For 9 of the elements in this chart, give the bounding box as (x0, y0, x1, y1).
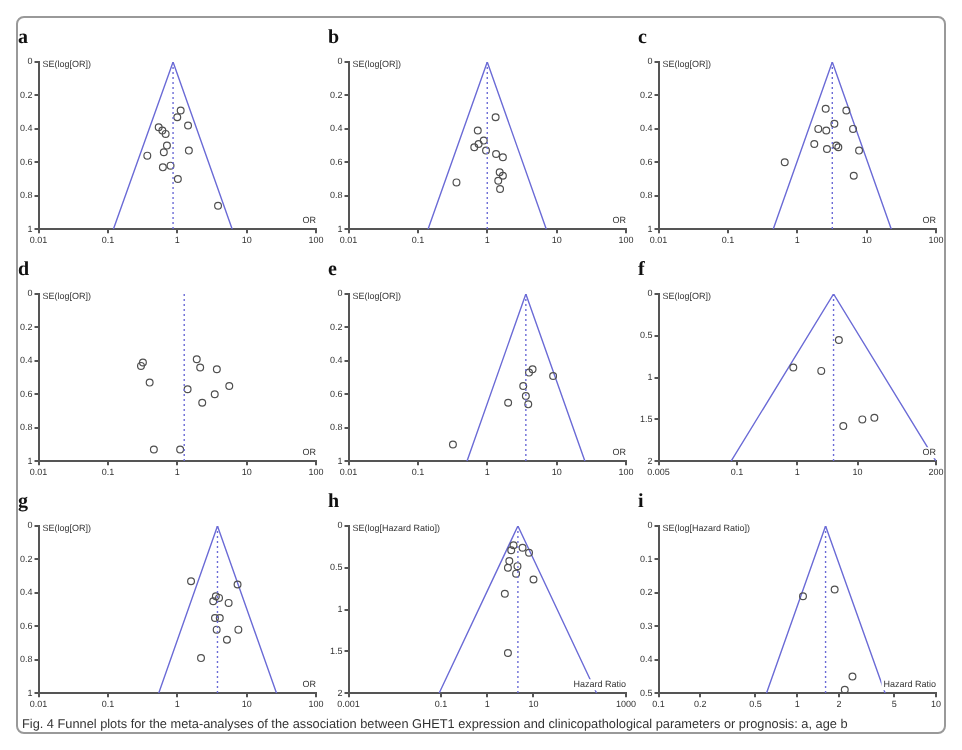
chart-title: f (638, 259, 646, 282)
chart-title: e (328, 259, 338, 282)
chart-title: c (638, 27, 648, 50)
chart-title: h (328, 491, 340, 514)
chart-title: a (18, 27, 28, 50)
chart-title: i (638, 491, 644, 514)
chart-title: b (328, 27, 340, 50)
chart-title: g (18, 491, 28, 514)
chart-title: d (18, 259, 30, 282)
